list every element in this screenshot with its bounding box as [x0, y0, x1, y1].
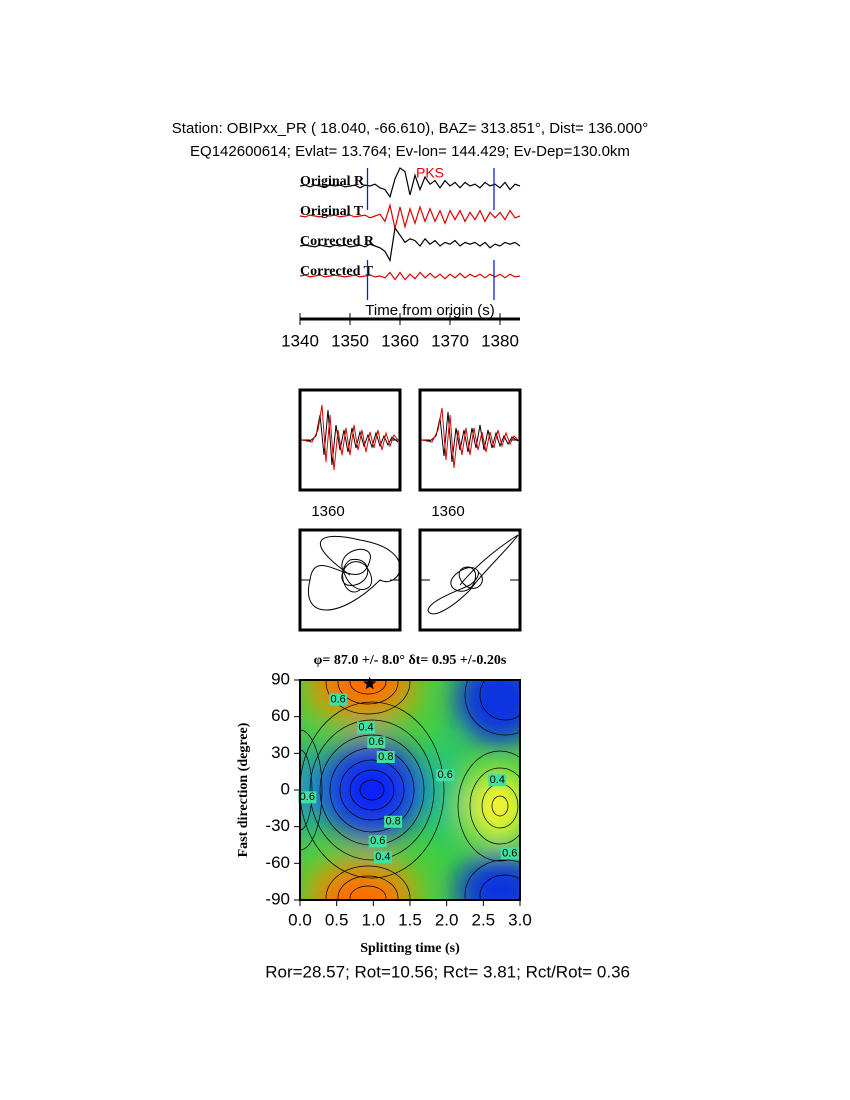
trace [299, 167, 521, 199]
contour-label: 0.6 [300, 791, 315, 803]
panel-tick-label: 1360 [431, 503, 464, 520]
x-tick-label: 0.0 [288, 910, 312, 929]
contour-label-box [368, 835, 387, 848]
panel-frame [298, 528, 402, 632]
x-tick-label: 1380 [481, 331, 519, 350]
trace-label: Original T [300, 204, 364, 219]
y-axis-label: Fast direction (degree) [236, 722, 251, 857]
contour-label: 0.6 [369, 736, 384, 748]
contour-label-box [329, 693, 348, 706]
y-tick-label: -30 [265, 816, 290, 835]
x-axis-label: Splitting time (s) [360, 941, 460, 956]
contour-label-box [376, 751, 395, 763]
header-line: EQ142600614; Evlat= 13.764; Ev-lon= 144.… [190, 143, 630, 160]
x-tick-label: 1360 [381, 331, 419, 350]
misfit-surface [300, 680, 520, 900]
trace [299, 202, 521, 230]
phase-label: PKS [416, 165, 444, 181]
x-tick-label: 1350 [331, 331, 369, 350]
y-tick-label: 90 [271, 669, 290, 688]
panel-tick-label: 1360 [311, 503, 344, 520]
trace [299, 226, 521, 263]
contour-label: 0.8 [385, 816, 400, 828]
contour-label-box [367, 736, 386, 749]
contour-label-box [384, 815, 403, 828]
x-tick-label: 2.5 [472, 910, 496, 929]
trace-label: Corrected R [300, 234, 375, 249]
contour-label-box [298, 791, 317, 804]
x-tick-label: 1.5 [398, 910, 422, 929]
waveform-panels: 1360 1360 [298, 388, 522, 632]
best-fit-star [363, 676, 377, 690]
contour-label: 0.4 [375, 851, 390, 863]
contour-label: 0.4 [358, 722, 373, 734]
contour-label: 0.6 [502, 847, 517, 859]
header-line: Station: OBIPxx_PR ( 18.040, -66.610), B… [172, 120, 648, 137]
x-tick-label: 1370 [431, 331, 469, 350]
trace-label: Original R [300, 174, 365, 189]
y-tick-label: -60 [265, 853, 290, 872]
trace-label: Corrected T [300, 264, 374, 279]
contour-label: 0.8 [378, 751, 393, 763]
contour-label: 0.4 [490, 774, 505, 786]
contour-label-box [436, 769, 455, 782]
plot-title: φ= 87.0 +/- 8.0° δt= 0.95 +/-0.20s [314, 653, 507, 668]
x-tick-label: 3.0 [508, 910, 532, 929]
y-tick-label: 60 [271, 706, 290, 725]
contour-label-box [373, 851, 392, 864]
panel-frame [418, 528, 522, 632]
x-tick-label: 2.0 [435, 910, 459, 929]
y-tick-label: -90 [265, 889, 290, 908]
y-tick-label: 30 [271, 743, 290, 762]
contour-label: 0.6 [330, 693, 345, 705]
contour-label: 0.6 [438, 769, 453, 781]
y-tick-label: 0 [281, 779, 290, 798]
x-tick-label: 1.0 [362, 910, 386, 929]
trace [299, 271, 521, 281]
contour-label: 0.6 [370, 835, 385, 847]
contour-label-box [357, 721, 375, 734]
contour-label-box [488, 774, 507, 787]
x-tick-label: 0.5 [325, 910, 349, 929]
x-axis-label: Time from origin (s) [365, 302, 494, 319]
contour-label-box [500, 847, 519, 860]
x-tick-label: 1340 [281, 331, 319, 350]
footer: Ror=28.57; Rot=10.56; Rct= 3.81; Rct/Rot… [265, 962, 630, 981]
